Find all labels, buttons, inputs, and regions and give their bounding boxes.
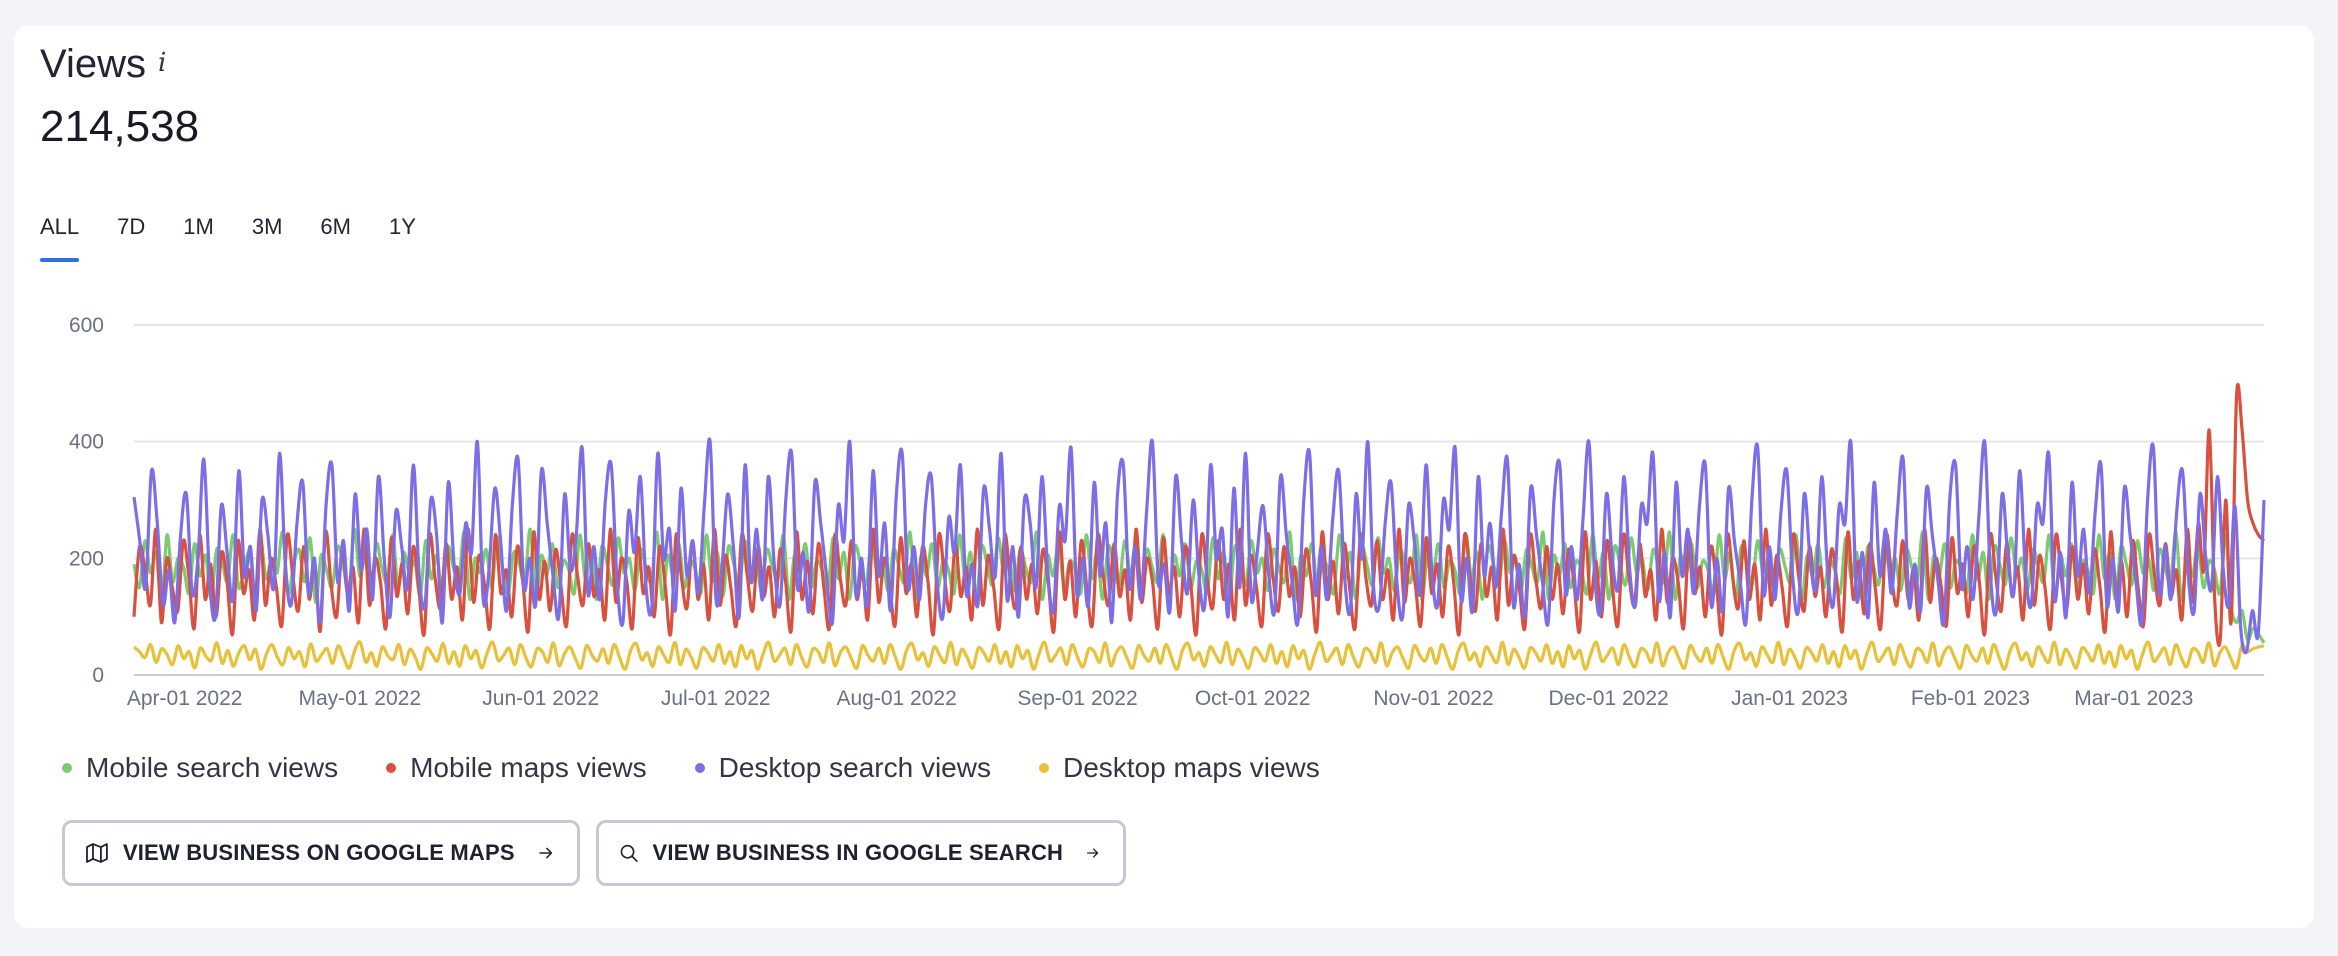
range-tabs: ALL 7D 1M 3M 6M 1Y xyxy=(40,214,454,262)
x-tick-label: Jul-01 2022 xyxy=(661,687,771,710)
views-card xyxy=(14,26,2314,928)
legend-dot-mobile-maps xyxy=(386,763,397,773)
view-in-google-search-button[interactable]: VIEW BUSINESS IN GOOGLE SEARCH xyxy=(596,820,1126,886)
tab-1y[interactable]: 1Y xyxy=(388,214,416,239)
x-tick-label: Apr-01 2022 xyxy=(127,687,243,710)
x-tick-label: Jan-01 2023 xyxy=(1731,687,1848,710)
legend-item-mobile-search[interactable]: Mobile search views xyxy=(62,752,338,784)
title-row: Views i xyxy=(40,42,166,87)
tab-1m[interactable]: 1M xyxy=(183,214,214,239)
view-on-google-maps-label: VIEW BUSINESS ON GOOGLE MAPS xyxy=(122,840,515,865)
x-tick-label: May-01 2022 xyxy=(298,687,421,710)
legend-dot-desktop-maps xyxy=(1038,763,1049,773)
legend-label-mobile-search: Mobile search views xyxy=(86,752,339,783)
legend-dot-mobile-search xyxy=(62,763,72,773)
legend-label-desktop-search: Desktop search views xyxy=(718,752,991,783)
legend-item-mobile-maps[interactable]: Mobile maps views xyxy=(386,752,647,784)
y-tick-label: 600 xyxy=(69,314,104,337)
search-icon xyxy=(620,844,638,862)
series-line-desktop-maps xyxy=(132,640,2265,671)
y-tick-label: 200 xyxy=(69,547,104,570)
legend-label-desktop-maps: Desktop maps views xyxy=(1062,752,1320,783)
x-tick-label: Nov-01 2022 xyxy=(1373,687,1493,710)
x-tick-label: Jun-01 2022 xyxy=(482,687,599,710)
legend-item-desktop-maps[interactable]: Desktop maps views xyxy=(1038,752,1320,784)
legend-item-desktop-search[interactable]: Desktop search views xyxy=(694,752,991,784)
arrow-right-icon xyxy=(1087,848,1099,858)
y-tick-label: 0 xyxy=(92,664,104,687)
chart-legend: Mobile search views Mobile maps views De… xyxy=(62,752,1368,784)
x-tick-label: Oct-01 2022 xyxy=(1195,687,1311,710)
x-tick-label: Aug-01 2022 xyxy=(836,687,956,710)
info-icon[interactable]: i xyxy=(157,48,167,78)
x-tick-label: Feb-01 2023 xyxy=(1911,687,2030,710)
tab-all[interactable]: ALL xyxy=(40,214,80,262)
view-in-google-search-label: VIEW BUSINESS IN GOOGLE SEARCH xyxy=(652,840,1064,865)
x-tick-label: Mar-01 2023 xyxy=(2074,687,2193,710)
x-tick-label: Dec-01 2022 xyxy=(1548,687,1668,710)
series-line-desktop-search xyxy=(132,437,2266,655)
total-views-value: 214,538 xyxy=(40,102,200,151)
view-on-google-maps-button[interactable]: VIEW BUSINESS ON GOOGLE MAPS xyxy=(62,820,580,886)
x-tick-label: Sep-01 2022 xyxy=(1017,687,1137,710)
legend-label-mobile-maps: Mobile maps views xyxy=(410,752,647,783)
card-title: Views xyxy=(40,42,146,86)
tab-3m[interactable]: 3M xyxy=(251,214,283,239)
tab-6m[interactable]: 6M xyxy=(320,214,351,239)
map-icon xyxy=(86,843,108,863)
tab-7d[interactable]: 7D xyxy=(117,214,146,239)
y-tick-label: 400 xyxy=(69,431,104,454)
legend-dot-desktop-search xyxy=(694,763,705,773)
views-line-chart: 0 200 400 600 Apr-01 2022 May-01 2022 Jun-01 2… xyxy=(69,314,2266,710)
arrow-right-icon xyxy=(539,847,552,859)
